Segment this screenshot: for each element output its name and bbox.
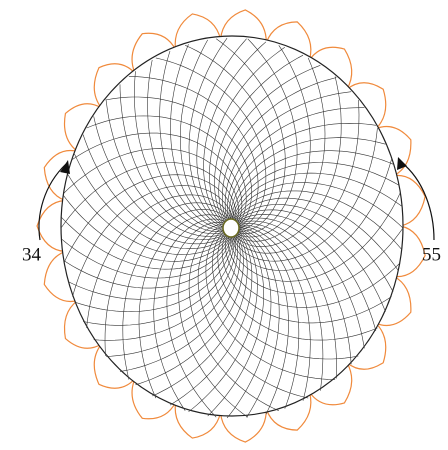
spiral-count-label: 55: [422, 244, 441, 265]
spiral-count-label: 34: [22, 244, 42, 265]
arrowhead-right: [397, 157, 407, 170]
center: [223, 219, 239, 237]
arrowhead-left: [60, 160, 70, 174]
sunflower-diagram: 34 55: [0, 0, 448, 450]
